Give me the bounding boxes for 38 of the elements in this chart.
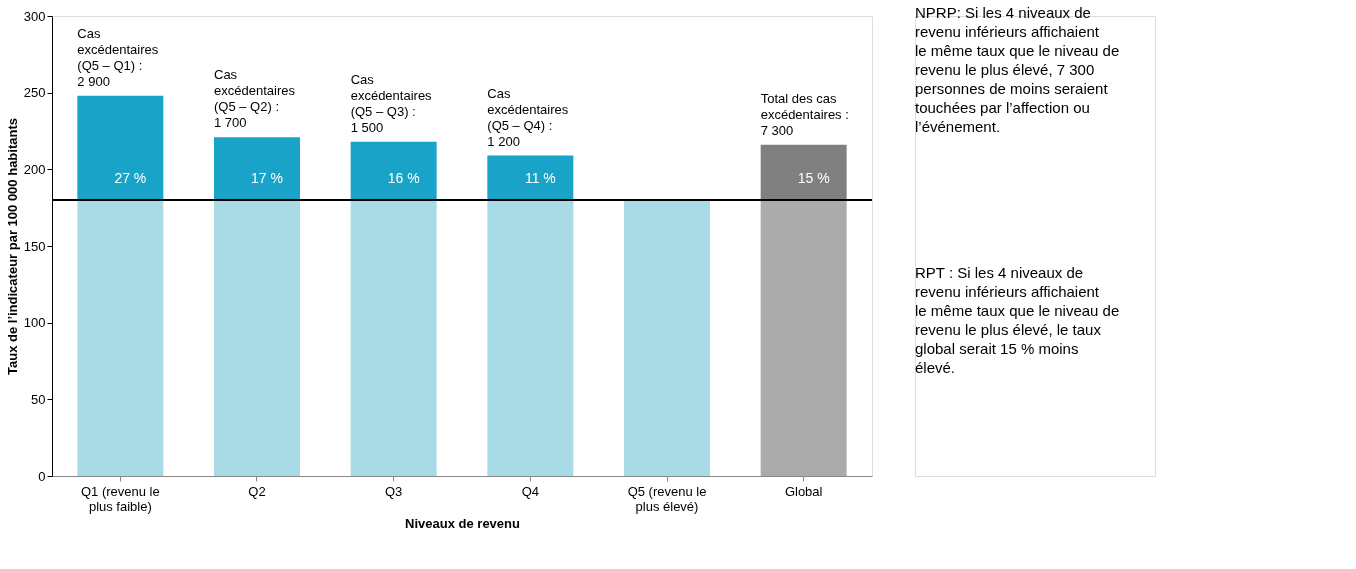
y-tick-label: 150	[23, 238, 46, 254]
bar	[77, 200, 164, 476]
y-axis-title: Taux de l’indicateur par 100 000 habitants	[4, 118, 20, 375]
annotation: Cas excédentaires (Q5 – Q1) : 2 900	[77, 25, 159, 89]
annotation: 17 %	[251, 170, 283, 186]
annotation: Cas excédentaires (Q5 – Q3) : 1 500	[350, 71, 433, 135]
y-tick-label: 50	[31, 391, 46, 407]
x-tick-label: Q3	[384, 483, 403, 499]
x-tick-label: Q2	[248, 483, 266, 499]
x-tick-label: Q4	[521, 483, 540, 499]
bar	[760, 144, 847, 200]
x-tick-label: Global	[784, 483, 823, 499]
annotation: 11 %	[524, 170, 556, 186]
annotation: Total des cas excédentaires : 7 300	[760, 90, 849, 138]
y-tick-label: 300	[23, 8, 46, 24]
annotation: 16 %	[387, 170, 420, 186]
annotation: Cas excédentaires (Q5 – Q2) : 1 700	[214, 67, 296, 131]
y-tick-label: 250	[23, 85, 46, 101]
y-tick-label: 200	[23, 161, 46, 177]
bar	[350, 141, 437, 200]
text: RPT : Si les 4 niveaux de revenu inférieurs affichaient le même taux que le niveau de revenu le plus élevé, le taux global serait 15 % moins élevé.	[915, 264, 1120, 376]
bar	[214, 137, 300, 200]
annotation: Cas excédentaires (Q5 – Q4) : 1 200	[487, 85, 569, 149]
bar	[760, 200, 847, 476]
bar	[487, 155, 574, 200]
annotation: 27 %	[114, 170, 147, 186]
bar	[487, 200, 574, 476]
bar	[214, 200, 300, 476]
text: NPRP: Si les 4 niveaux de revenu inférieurs affichaient le même taux que le niveau de revenu le plus élevé, 7 300 personnes de moins seraient touchées par l’affection ou l’événement.	[915, 4, 1120, 135]
x-tick-label: Q1 (revenu le plus faible)	[80, 483, 160, 514]
y-tick-label: 100	[23, 315, 46, 331]
x-axis-title: Niveaux de revenu	[405, 515, 520, 531]
bar	[77, 95, 164, 200]
annotation: 15 %	[797, 170, 830, 186]
y-tick-label: 0	[38, 468, 46, 484]
bar	[624, 200, 710, 476]
x-tick-label: Q5 (revenu le plus élevé)	[627, 483, 707, 514]
bar	[350, 200, 437, 476]
